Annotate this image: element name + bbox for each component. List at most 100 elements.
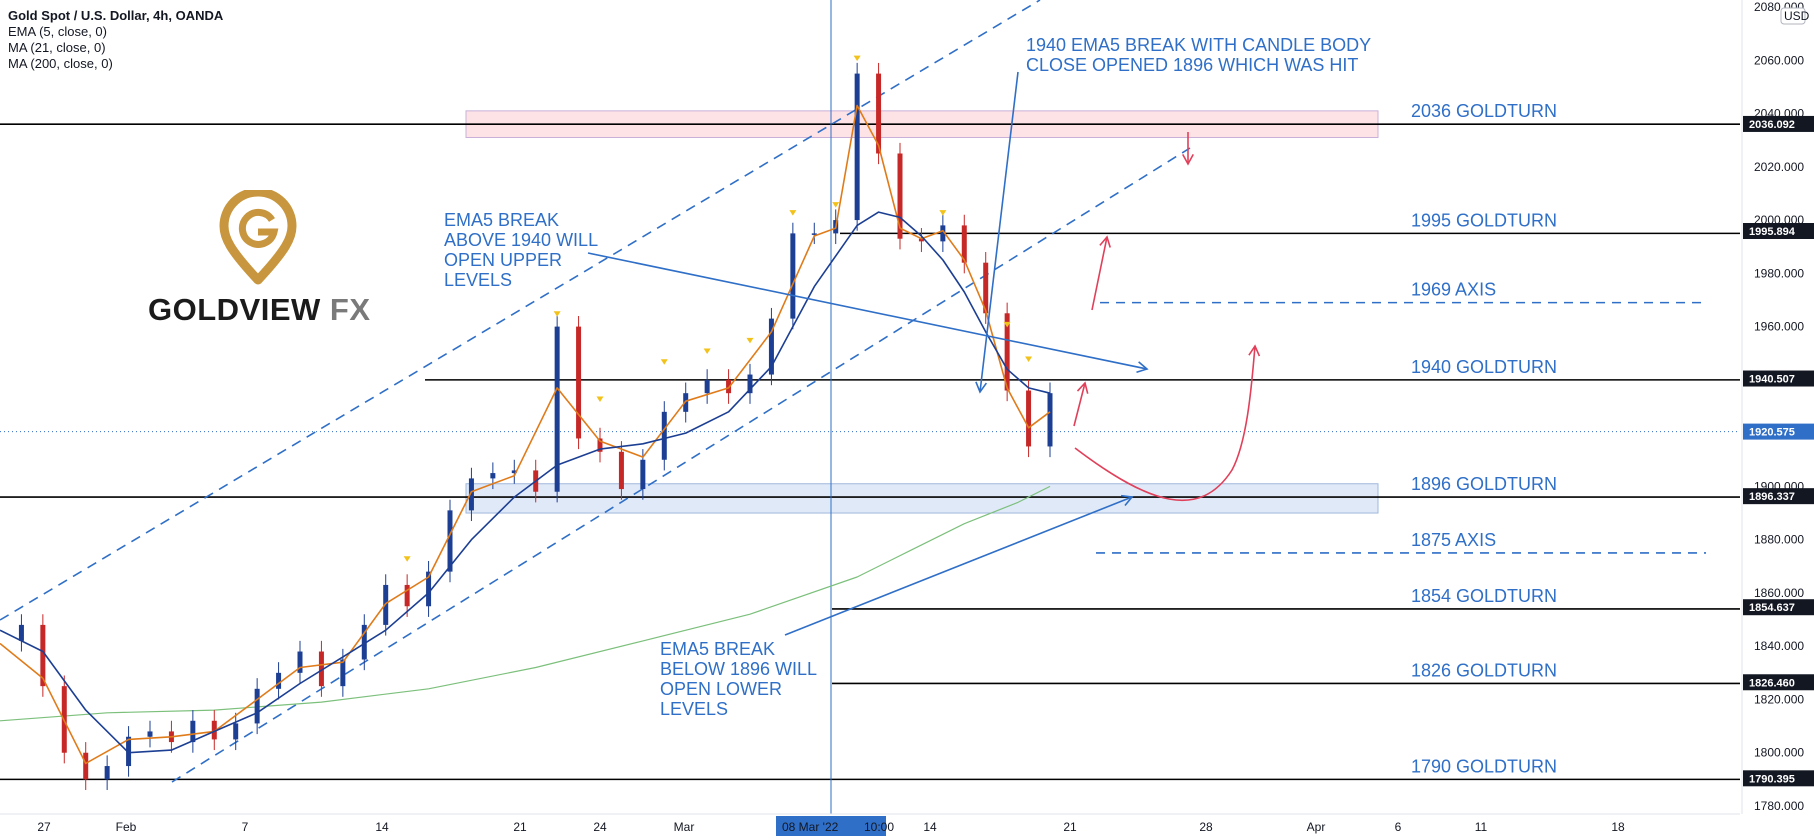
x-tick-1: Feb bbox=[116, 820, 137, 834]
level-label-4: 1896 GOLDTURN bbox=[1411, 474, 1557, 494]
annotation-0-line-0: 1940 EMA5 BREAK WITH CANDLE BODY bbox=[1026, 35, 1371, 55]
x-tick-5: 24 bbox=[593, 820, 607, 834]
signal-marker-1 bbox=[553, 311, 561, 317]
price-label-box-2 bbox=[1743, 370, 1814, 387]
annotation-2-line-3: LEVELS bbox=[660, 699, 728, 719]
y-tick-6: 1960.000 bbox=[1754, 320, 1804, 334]
level-label-6: 1854 GOLDTURN bbox=[1411, 586, 1557, 606]
candle-body-28 bbox=[597, 438, 603, 452]
candle-body-46 bbox=[983, 262, 989, 314]
candle-body-6 bbox=[126, 736, 132, 767]
signal-marker-5 bbox=[746, 337, 754, 344]
price-label-7: 1790.395 bbox=[1749, 773, 1795, 785]
annotation-2-line-1: BELOW 1896 WILL bbox=[660, 659, 817, 679]
x-tick-6: Mar bbox=[674, 820, 695, 834]
candle-body-29 bbox=[618, 451, 624, 490]
candle-body-43 bbox=[918, 238, 924, 242]
candle-body-31 bbox=[661, 411, 667, 460]
arrow-red-up-1995 bbox=[1091, 236, 1108, 311]
annotation-2-line-2: OPEN LOWER bbox=[660, 679, 782, 699]
candle-body-9 bbox=[190, 720, 196, 743]
arrow-red-up-1940 bbox=[1073, 382, 1086, 427]
signal-markers bbox=[403, 55, 1033, 562]
signal-marker-10 bbox=[1003, 321, 1011, 328]
x-tick-9: 14 bbox=[923, 820, 937, 834]
candle-body-47 bbox=[1004, 313, 1010, 391]
annotation-0: 1940 EMA5 BREAK WITH CANDLE BODY CLOSE OP… bbox=[1026, 35, 1371, 75]
y-tick-3: 2020.000 bbox=[1754, 160, 1804, 174]
price-label-box-0 bbox=[1743, 115, 1814, 132]
y-tick-10: 1860.000 bbox=[1754, 586, 1804, 600]
annotation-1-line-0: EMA5 BREAK bbox=[444, 210, 559, 230]
candle-body-14 bbox=[297, 651, 303, 673]
level-label-5: 1875 AXIS bbox=[1411, 530, 1496, 550]
zone-1 bbox=[465, 483, 1379, 514]
candle-body-26 bbox=[554, 326, 560, 492]
candle-body-45 bbox=[961, 225, 967, 263]
annotation-1-line-3: LEVELS bbox=[444, 270, 512, 290]
candle-body-17 bbox=[361, 624, 367, 660]
price-label-3: 1920.575 bbox=[1749, 427, 1795, 439]
x-tick-14: 11 bbox=[1475, 820, 1488, 834]
ma200-series bbox=[0, 485, 1051, 722]
signal-marker-3 bbox=[660, 359, 668, 365]
candle-body-22 bbox=[468, 478, 474, 511]
level-label-2: 1969 AXIS bbox=[1411, 280, 1496, 300]
candle-body-16 bbox=[340, 659, 346, 687]
price-axis[interactable]: 2080.0002060.0002040.0002020.0002000.000… bbox=[1741, 0, 1814, 840]
arrow-1896-hit bbox=[979, 71, 1019, 393]
crosshair-date-box bbox=[776, 816, 886, 836]
candle-body-4 bbox=[83, 752, 89, 780]
signal-marker-7 bbox=[832, 202, 840, 208]
signal-marker-4 bbox=[703, 348, 711, 355]
ma21-series bbox=[0, 211, 1051, 754]
price-label-box-6 bbox=[1743, 674, 1814, 691]
price-label-box-1 bbox=[1743, 223, 1814, 240]
level-label-0: 2036 GOLDTURN bbox=[1411, 101, 1557, 121]
legend-ema5: EMA (5, close, 0) bbox=[8, 24, 107, 39]
ma200-line bbox=[0, 485, 1051, 722]
candle-body-38 bbox=[811, 233, 817, 235]
y-tick-11: 1840.000 bbox=[1754, 639, 1804, 653]
candle-body-27 bbox=[576, 326, 582, 439]
time-axis[interactable]: 27 Feb 7 14 21 24 Mar 08 Mar '22 10:00 14 21 28 Apr 6… bbox=[0, 813, 1740, 836]
x-tick-3: 14 bbox=[375, 820, 389, 834]
arrow-red-curve-head bbox=[1248, 344, 1261, 357]
legend-ma200: MA (200, close, 0) bbox=[8, 56, 113, 71]
candle-body-30 bbox=[640, 459, 646, 490]
arrow-lower-levels-head bbox=[1120, 494, 1134, 506]
x-tick-4: 21 bbox=[513, 820, 527, 834]
currency-badge-label: USD bbox=[1784, 9, 1810, 23]
channel-line-1 bbox=[171, 147, 1191, 783]
candle-body-37 bbox=[790, 233, 796, 319]
annotation-1: EMA5 BREAK ABOVE 1940 WILL OPEN UPPER LEVEL… bbox=[444, 210, 598, 290]
annotation-2: EMA5 BREAK BELOW 1896 WILL OPEN LOWER LEVEL… bbox=[660, 639, 817, 719]
candle-body-20 bbox=[426, 571, 432, 607]
candle-body-41 bbox=[876, 73, 882, 154]
candle-body-23 bbox=[490, 473, 496, 479]
arrow-red-up-1940-head bbox=[1076, 381, 1089, 394]
price-label-4: 1896.337 bbox=[1749, 491, 1795, 503]
arrow-red-curve bbox=[1074, 345, 1256, 502]
candle-body-40 bbox=[854, 73, 860, 221]
chart-legend: Gold Spot / U.S. Dollar, 4h, OANDA EMA (… bbox=[8, 8, 223, 72]
x-tick-10: 21 bbox=[1063, 820, 1077, 834]
legend-ma21: MA (21, close, 0) bbox=[8, 40, 106, 55]
signal-marker-8 bbox=[853, 55, 861, 62]
candle-body-2 bbox=[40, 624, 46, 687]
candle-body-7 bbox=[147, 731, 153, 737]
currency-badge[interactable] bbox=[1780, 7, 1806, 25]
ma21-line bbox=[0, 211, 1051, 754]
level-label-3: 1940 GOLDTURN bbox=[1411, 357, 1557, 377]
y-tick-5: 1980.000 bbox=[1754, 266, 1804, 280]
y-tick-9: 1880.000 bbox=[1754, 533, 1804, 547]
arrow-1896-hit-head bbox=[975, 381, 988, 394]
candle-body-1 bbox=[18, 624, 24, 641]
arrow-upper-levels bbox=[587, 252, 1148, 370]
annotation-2-line-0: EMA5 BREAK bbox=[660, 639, 775, 659]
x-tick-2: 7 bbox=[242, 820, 249, 834]
level-labels: 2036 GOLDTURN 1995 GOLDTURN 1969 AXIS 1940 … bbox=[1411, 101, 1557, 776]
price-axis-bg bbox=[1742, 0, 1814, 840]
price-label-6: 1826.460 bbox=[1749, 677, 1795, 689]
